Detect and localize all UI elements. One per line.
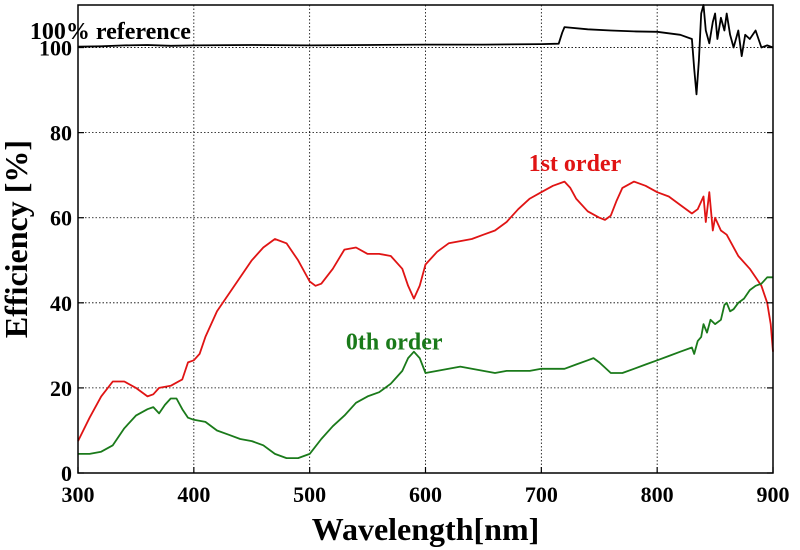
y-tick-label: 60 bbox=[50, 206, 72, 231]
x-tick-label: 500 bbox=[293, 482, 326, 507]
x-axis-title: Wavelength[nm] bbox=[312, 511, 540, 547]
y-tick-label: 80 bbox=[50, 121, 72, 146]
y-tick-label: 0 bbox=[61, 461, 72, 486]
y-axis-title: Efficiency [%] bbox=[0, 140, 34, 338]
x-tick-label: 800 bbox=[641, 482, 674, 507]
y-tick-label: 20 bbox=[50, 376, 72, 401]
series-labels: 100% reference 1st order 0th order bbox=[30, 19, 622, 356]
ticks: 300 400 500 600 700 800 900 0 20 40 60 80 100 bbox=[39, 36, 790, 507]
series-label-100-reference: 100% reference bbox=[30, 19, 191, 45]
y-tick-label: 100 bbox=[39, 36, 72, 61]
y-tick-label: 40 bbox=[50, 291, 72, 316]
x-tick-label: 600 bbox=[409, 482, 442, 507]
x-tick-label: 700 bbox=[525, 482, 558, 507]
series-layer bbox=[77, 4, 774, 460]
x-tick-label: 900 bbox=[757, 482, 790, 507]
x-tick-label: 400 bbox=[177, 482, 210, 507]
x-tick-label: 300 bbox=[62, 482, 95, 507]
series-line-100-reference bbox=[77, 4, 774, 96]
grid bbox=[78, 5, 773, 473]
series-line-1st-order bbox=[77, 180, 774, 442]
series-label-0th-order: 0th order bbox=[346, 330, 443, 356]
series-line-0th-order bbox=[78, 276, 773, 460]
series-label-1st-order: 1st order bbox=[529, 151, 622, 177]
